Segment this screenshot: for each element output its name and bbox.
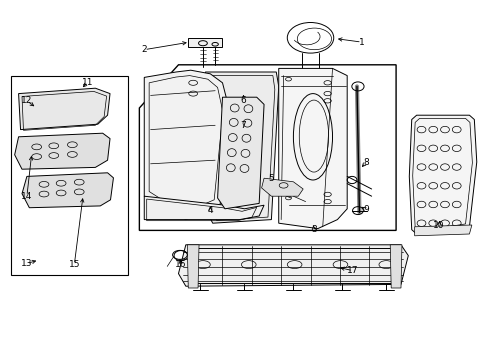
Polygon shape bbox=[144, 196, 264, 220]
Polygon shape bbox=[19, 88, 110, 130]
Polygon shape bbox=[205, 72, 278, 223]
Polygon shape bbox=[278, 68, 346, 229]
Text: 4: 4 bbox=[207, 206, 213, 215]
Polygon shape bbox=[188, 38, 222, 47]
Text: 15: 15 bbox=[68, 260, 80, 269]
Polygon shape bbox=[144, 70, 229, 220]
Text: 7: 7 bbox=[240, 122, 246, 130]
Text: 2: 2 bbox=[141, 45, 147, 54]
Text: 12: 12 bbox=[21, 96, 33, 105]
Text: 16: 16 bbox=[175, 260, 186, 269]
Polygon shape bbox=[22, 173, 113, 208]
Polygon shape bbox=[217, 97, 264, 209]
Polygon shape bbox=[178, 245, 407, 286]
Text: 13: 13 bbox=[21, 259, 33, 268]
Text: 11: 11 bbox=[82, 77, 94, 86]
Polygon shape bbox=[15, 133, 110, 169]
Polygon shape bbox=[389, 245, 401, 288]
Text: 10: 10 bbox=[432, 221, 444, 230]
Text: 14: 14 bbox=[21, 192, 33, 201]
Text: 17: 17 bbox=[346, 266, 358, 275]
Text: 5: 5 bbox=[268, 174, 274, 183]
Bar bbox=[11, 76, 128, 275]
Polygon shape bbox=[408, 115, 476, 234]
Text: 9: 9 bbox=[362, 205, 368, 214]
Text: 1: 1 bbox=[358, 37, 364, 46]
Text: 6: 6 bbox=[240, 96, 246, 105]
Bar bbox=[225, 131, 259, 151]
Polygon shape bbox=[187, 245, 199, 288]
Text: 8: 8 bbox=[362, 158, 368, 167]
Text: 3: 3 bbox=[310, 225, 316, 234]
Polygon shape bbox=[414, 225, 471, 236]
Polygon shape bbox=[261, 178, 303, 196]
